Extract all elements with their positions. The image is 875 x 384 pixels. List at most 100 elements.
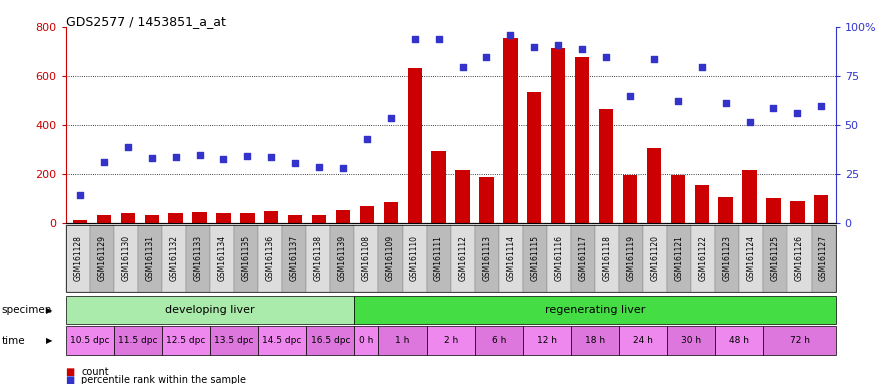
- Text: 13.5 dpc: 13.5 dpc: [214, 336, 254, 345]
- Point: [264, 154, 278, 161]
- Text: GSM161128: GSM161128: [74, 235, 82, 281]
- Text: GSM161123: GSM161123: [723, 235, 732, 281]
- Text: GSM161126: GSM161126: [795, 235, 804, 281]
- Text: GSM161120: GSM161120: [651, 235, 660, 281]
- Text: 6 h: 6 h: [492, 336, 506, 345]
- Bar: [431, 151, 446, 223]
- Point: [384, 115, 398, 121]
- Bar: [718, 197, 732, 223]
- Bar: [814, 195, 829, 223]
- Bar: [241, 214, 255, 223]
- Text: developing liver: developing liver: [165, 305, 255, 315]
- Point: [599, 54, 613, 60]
- Text: 1 h: 1 h: [396, 336, 410, 345]
- Text: time: time: [2, 336, 25, 346]
- Point: [288, 161, 302, 167]
- Text: 16.5 dpc: 16.5 dpc: [311, 336, 350, 345]
- Point: [336, 165, 350, 171]
- Bar: [742, 170, 757, 223]
- Point: [718, 100, 732, 106]
- Point: [743, 119, 757, 125]
- Text: GSM161138: GSM161138: [314, 235, 323, 281]
- Text: GDS2577 / 1453851_a_at: GDS2577 / 1453851_a_at: [66, 15, 226, 28]
- Text: percentile rank within the sample: percentile rank within the sample: [81, 375, 247, 384]
- Point: [551, 41, 565, 48]
- Text: 0 h: 0 h: [360, 336, 374, 345]
- Point: [480, 55, 494, 61]
- Bar: [695, 185, 709, 223]
- Bar: [623, 175, 637, 223]
- Bar: [408, 68, 422, 223]
- Bar: [551, 48, 565, 223]
- Text: ▶: ▶: [46, 306, 52, 314]
- Bar: [169, 214, 183, 223]
- Text: GSM161118: GSM161118: [603, 235, 612, 281]
- Text: 30 h: 30 h: [681, 336, 701, 345]
- Text: ■: ■: [66, 375, 75, 384]
- Text: 72 h: 72 h: [789, 336, 809, 345]
- Text: GSM161132: GSM161132: [170, 235, 178, 281]
- Text: ▶: ▶: [46, 336, 52, 345]
- Text: GSM161122: GSM161122: [699, 235, 708, 281]
- Bar: [144, 215, 159, 223]
- Text: 2 h: 2 h: [444, 336, 458, 345]
- Text: count: count: [81, 367, 109, 377]
- Text: GSM161113: GSM161113: [482, 235, 491, 281]
- Text: 12 h: 12 h: [537, 336, 556, 345]
- Bar: [97, 215, 111, 223]
- Text: GSM161129: GSM161129: [97, 235, 106, 281]
- Text: GSM161131: GSM161131: [145, 235, 154, 281]
- Point: [312, 164, 326, 170]
- Bar: [288, 215, 303, 223]
- Point: [192, 152, 206, 158]
- Point: [121, 144, 135, 150]
- Text: GSM161135: GSM161135: [242, 235, 250, 281]
- Text: GSM161130: GSM161130: [122, 235, 130, 281]
- Text: GSM161112: GSM161112: [458, 235, 467, 281]
- Point: [695, 63, 709, 70]
- Bar: [647, 148, 661, 223]
- Bar: [670, 175, 685, 223]
- Text: 14.5 dpc: 14.5 dpc: [262, 336, 302, 345]
- Bar: [312, 215, 326, 223]
- Text: GSM161121: GSM161121: [675, 235, 683, 281]
- Bar: [527, 92, 542, 223]
- Point: [647, 56, 661, 62]
- Point: [575, 46, 589, 53]
- Point: [815, 103, 829, 109]
- Text: GSM161114: GSM161114: [507, 235, 515, 281]
- Point: [528, 44, 542, 50]
- Point: [790, 110, 804, 116]
- Text: 12.5 dpc: 12.5 dpc: [166, 336, 206, 345]
- Bar: [73, 220, 88, 223]
- Text: GSM161124: GSM161124: [747, 235, 756, 281]
- Text: GSM161137: GSM161137: [290, 235, 298, 281]
- Bar: [480, 177, 494, 223]
- Bar: [336, 210, 350, 223]
- Point: [408, 36, 422, 42]
- Text: 24 h: 24 h: [634, 336, 653, 345]
- Text: GSM161117: GSM161117: [578, 235, 587, 281]
- Text: 11.5 dpc: 11.5 dpc: [118, 336, 158, 345]
- Text: GSM161109: GSM161109: [386, 235, 395, 281]
- Text: 48 h: 48 h: [730, 336, 749, 345]
- Bar: [360, 206, 374, 223]
- Point: [97, 159, 111, 165]
- Bar: [575, 58, 590, 223]
- Text: GSM161110: GSM161110: [410, 235, 419, 281]
- Text: GSM161127: GSM161127: [819, 235, 828, 281]
- Bar: [766, 198, 780, 223]
- Text: GSM161111: GSM161111: [434, 235, 443, 281]
- Bar: [383, 202, 398, 223]
- Point: [169, 154, 183, 160]
- Bar: [121, 214, 135, 223]
- Text: GSM161139: GSM161139: [338, 235, 346, 281]
- Text: GSM161108: GSM161108: [362, 235, 371, 281]
- Point: [241, 153, 255, 159]
- Point: [144, 155, 158, 161]
- Bar: [503, 38, 518, 223]
- Point: [73, 192, 87, 198]
- Bar: [216, 214, 231, 223]
- Text: GSM161134: GSM161134: [218, 235, 227, 281]
- Point: [456, 64, 470, 70]
